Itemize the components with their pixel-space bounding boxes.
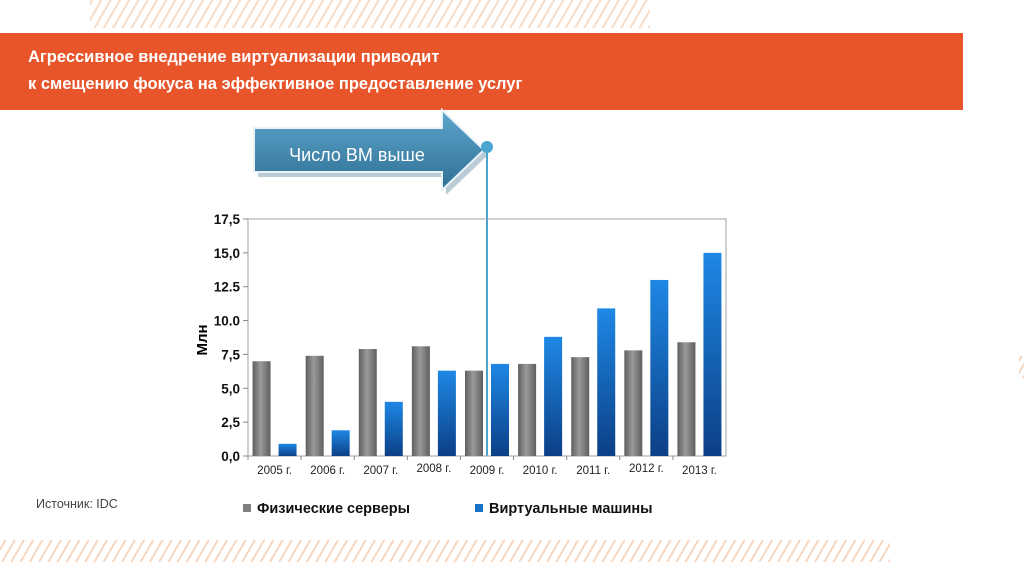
bar-physical-servers — [518, 363, 537, 456]
y-tick-label: 15,0 — [214, 246, 240, 261]
bar-virtual-machines — [437, 370, 456, 456]
x-tick-label: 2005 г. — [257, 465, 292, 477]
decorative-hatch-top — [90, 0, 650, 28]
bar-virtual-machines — [650, 279, 669, 456]
bar-virtual-machines — [384, 401, 403, 456]
y-tick-label: 10.0 — [214, 314, 240, 329]
bar-physical-servers — [358, 349, 377, 456]
bar-virtual-machines — [331, 430, 350, 456]
bar-virtual-machines — [703, 252, 722, 456]
bar-physical-servers — [677, 342, 696, 456]
page-title: Агрессивное внедрение виртуализации прив… — [28, 44, 928, 98]
page-title-line-2: к смещению фокуса на эффективное предост… — [28, 75, 523, 93]
decorative-hatch-right — [1019, 356, 1024, 378]
legend-virtual-swatch — [475, 504, 483, 513]
y-tick-label: 0,0 — [221, 449, 240, 464]
callout-marker-dot — [481, 141, 493, 153]
y-axis-label: Млн — [194, 324, 211, 356]
bar-physical-servers — [571, 357, 590, 456]
bar-physical-servers — [465, 370, 483, 456]
bar-physical-servers — [624, 350, 643, 456]
legend-physical-label: Физические серверы — [257, 501, 411, 517]
legend-virtual: Виртуальные машины — [475, 499, 653, 519]
callout-label: Число ВМ выше — [289, 145, 425, 165]
bar-physical-servers — [411, 346, 430, 456]
y-tick-label: 7,5 — [221, 347, 240, 362]
x-tick-label: 2011 г. — [576, 465, 610, 477]
x-tick-label: 2012 г. — [629, 463, 664, 475]
y-tick-label: 12.5 — [214, 280, 241, 295]
decorative-hatch-bottom — [0, 540, 890, 562]
x-tick-label: 2006 г. — [310, 465, 345, 477]
source-note: Источник: IDC — [36, 497, 118, 511]
bar-virtual-machines — [278, 443, 297, 456]
legend-physical-swatch — [243, 504, 251, 513]
x-tick-label: 2009 г. — [470, 465, 505, 477]
x-tick-label: 2008 г. — [417, 463, 452, 475]
bar-virtual-machines — [597, 308, 616, 456]
x-tick-label: 2007 г. — [363, 465, 398, 477]
callout-arrow — [253, 107, 486, 193]
legend-virtual-label: Виртуальные машины — [489, 501, 653, 517]
x-tick-label: 2013 г. — [682, 465, 717, 477]
bar-physical-servers — [252, 361, 271, 456]
bar-virtual-machines — [491, 363, 509, 456]
page-title-line-1: Агрессивное внедрение виртуализации прив… — [28, 48, 440, 66]
plot-area-frame — [247, 218, 727, 457]
y-tick-label: 5,0 — [221, 381, 240, 396]
legend-physical: Физические серверы — [243, 499, 410, 519]
y-tick-label: 2,5 — [221, 415, 240, 430]
bar-physical-servers — [305, 355, 324, 456]
title-banner — [0, 33, 963, 110]
bar-virtual-machines — [544, 336, 563, 456]
y-tick-label: 17,5 — [214, 212, 241, 227]
x-tick-label: 2010 г. — [523, 465, 558, 477]
